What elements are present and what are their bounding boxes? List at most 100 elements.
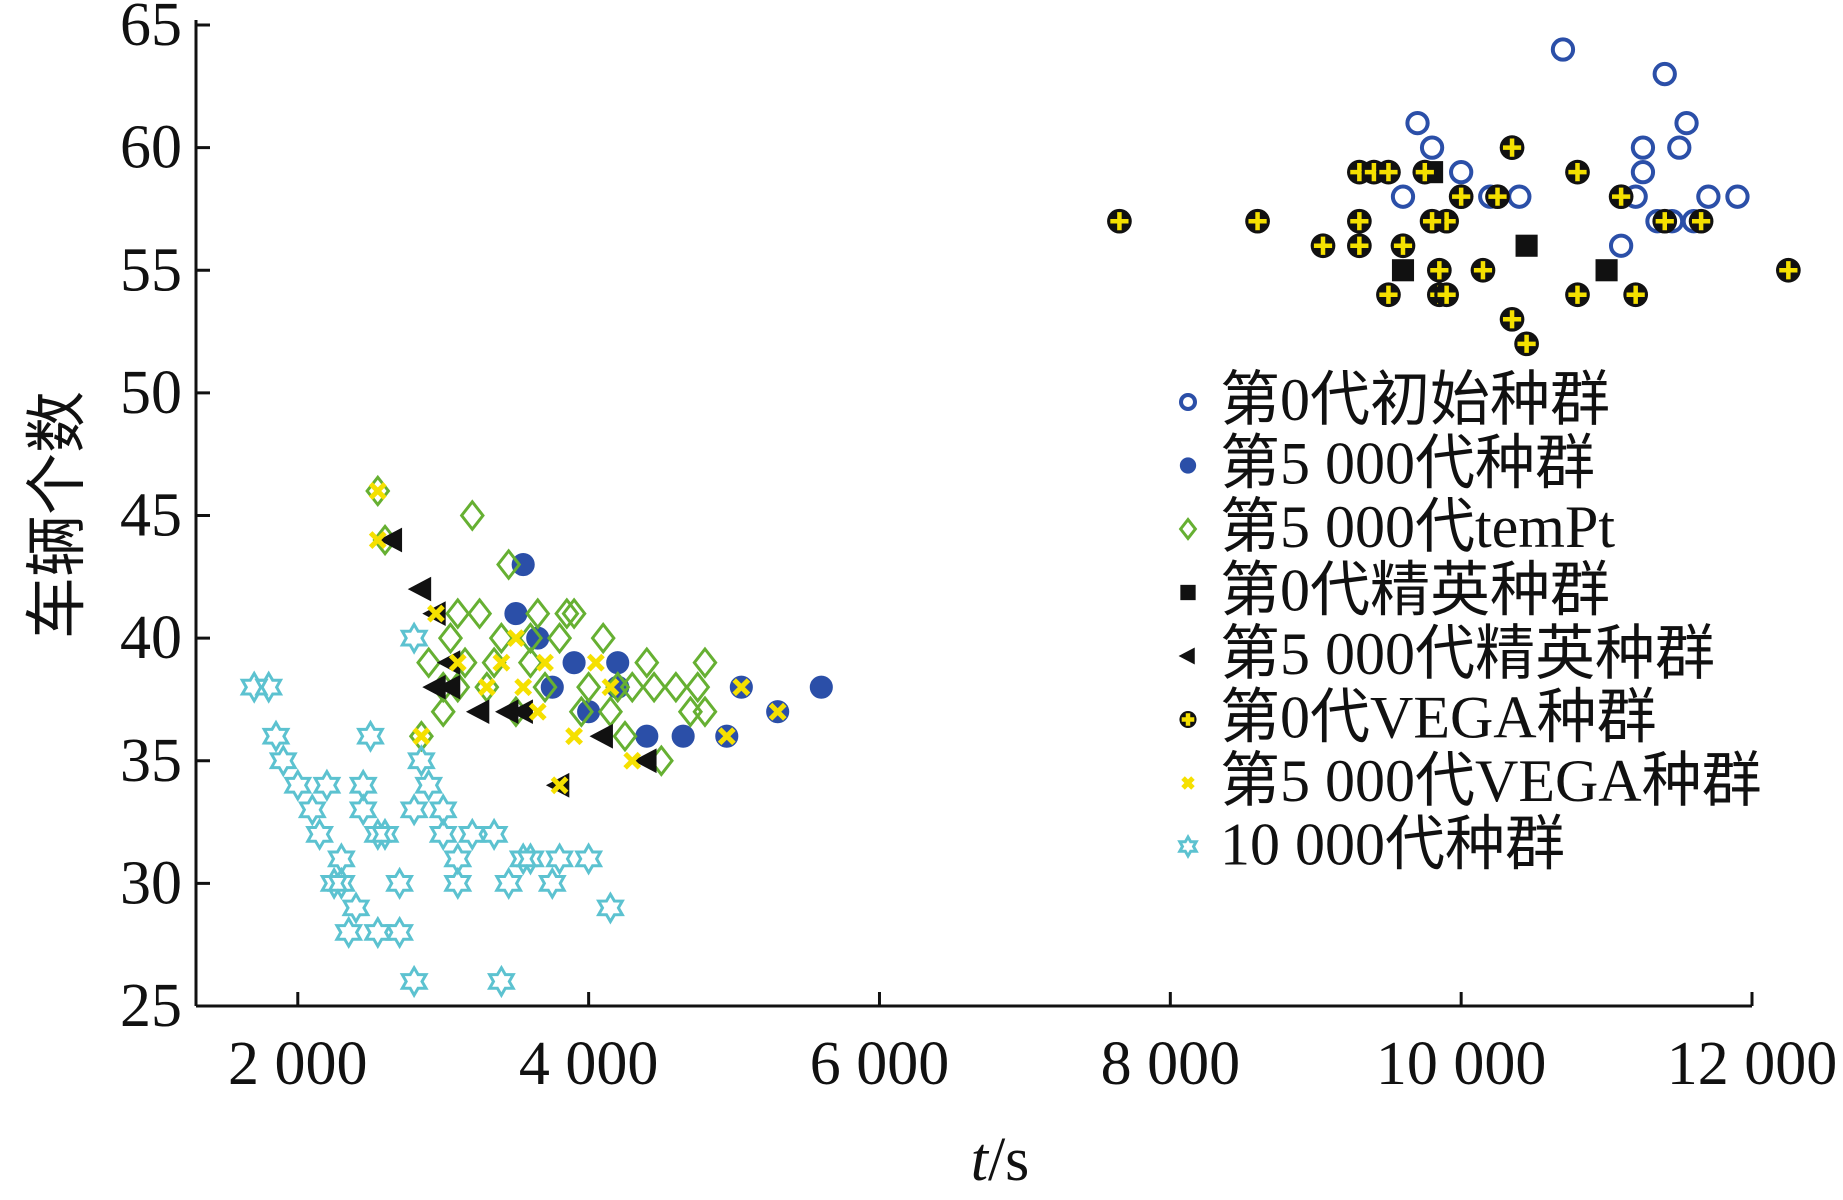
data-point: [1612, 187, 1631, 206]
legend-marker: [1179, 457, 1197, 474]
x-tick-label: 8 000: [1101, 1030, 1241, 1098]
data-point: [254, 670, 284, 704]
data-point: [467, 597, 493, 630]
data-point: [496, 548, 522, 581]
data-point: [565, 727, 584, 746]
legend-item: 第5 000代VEGA种群: [1181, 748, 1762, 814]
data-point: [412, 727, 431, 746]
x-tick-label: 6 000: [810, 1030, 950, 1098]
data-point: [356, 719, 385, 753]
data-point: [1608, 233, 1634, 258]
data-point: [492, 653, 511, 672]
data-point: [305, 817, 334, 851]
data-point: [586, 653, 605, 672]
data-point: [407, 744, 436, 778]
data-point: [528, 702, 547, 721]
data-point: [261, 719, 291, 753]
series-7: [239, 621, 625, 999]
data-point: [1422, 212, 1442, 231]
data-point: [511, 553, 535, 577]
data-point: [312, 768, 342, 802]
y-tick-label: 45: [120, 482, 182, 550]
data-point: [717, 727, 736, 746]
legend-label: 第5 000代精英种群: [1220, 621, 1715, 687]
data-point: [1393, 236, 1413, 255]
data-point: [378, 527, 403, 553]
data-point: [574, 842, 604, 876]
data-point: [1502, 138, 1522, 157]
data-point: [692, 646, 718, 679]
data-point: [428, 793, 458, 827]
data-point: [297, 793, 327, 827]
series-5: [1107, 135, 1801, 357]
legend-item: 第5 000代精英种群: [1178, 621, 1715, 687]
data-point: [1430, 261, 1449, 280]
data-point: [348, 793, 378, 827]
data-point: [504, 602, 528, 626]
y-tick-label: 60: [120, 114, 182, 182]
data-point: [1449, 160, 1474, 185]
series-2: [365, 474, 718, 777]
data-point: [732, 678, 751, 697]
data-point: [399, 621, 429, 655]
legend-item: 第0代精英种群: [1180, 558, 1610, 624]
data-point: [1674, 110, 1699, 136]
data-point: [561, 597, 587, 630]
data-point: [545, 842, 574, 876]
data-point: [1437, 285, 1456, 304]
x-tick-label: 4 000: [519, 1030, 659, 1098]
data-point: [634, 646, 660, 679]
data-point: [1517, 334, 1536, 353]
data-point: [1568, 285, 1587, 304]
legend-marker: [1178, 392, 1198, 412]
data-point: [663, 671, 689, 704]
data-point: [677, 695, 703, 728]
legend-label: 第0代VEGA种群: [1220, 685, 1657, 751]
data-point: [1630, 160, 1656, 185]
data-point: [1390, 184, 1416, 209]
data-point: [436, 674, 461, 700]
legend-item: 第0代VEGA种群: [1179, 685, 1657, 751]
legend-label: 第0代精英种群: [1220, 558, 1610, 624]
data-point: [479, 817, 509, 851]
y-tick-label: 65: [120, 0, 182, 59]
data-point: [1350, 212, 1369, 231]
legend-marker: [1178, 517, 1198, 541]
data-point: [422, 674, 446, 700]
data-point: [768, 702, 787, 721]
y-tick-label: 25: [120, 972, 182, 1040]
legend-label: 第5 000代temPt: [1220, 494, 1615, 560]
data-point: [430, 695, 456, 728]
data-point: [568, 695, 594, 728]
data-point: [576, 671, 602, 704]
y-tick-label: 50: [120, 359, 182, 427]
data-point: [1507, 184, 1532, 209]
x-tick-label: 12 000: [1667, 1030, 1838, 1098]
data-point: [1379, 163, 1398, 182]
series-6: [368, 482, 787, 795]
legend-item: 10 000代种群: [1177, 812, 1565, 878]
data-point: [416, 646, 442, 679]
data-point: [495, 699, 519, 725]
data-points: [239, 37, 1801, 999]
data-point: [1313, 236, 1333, 255]
data-point: [1488, 187, 1507, 206]
data-point: [1568, 163, 1587, 182]
data-point: [334, 915, 364, 950]
data-point: [443, 866, 473, 900]
data-point: [1502, 310, 1522, 329]
data-point: [1595, 259, 1618, 282]
data-point: [268, 744, 298, 778]
legend-marker: [1180, 584, 1196, 601]
legend-item: 第5 000代种群: [1179, 431, 1595, 497]
data-point: [596, 891, 625, 925]
data-point: [1626, 285, 1645, 304]
data-point: [554, 597, 580, 630]
legend-label: 第0代初始种群: [1220, 367, 1610, 433]
legend-label: 第5 000代种群: [1220, 431, 1595, 497]
legend-marker: [1181, 713, 1195, 726]
y-axis-title: 车辆个数: [24, 391, 92, 639]
data-point: [283, 768, 313, 802]
data-point: [601, 678, 620, 697]
